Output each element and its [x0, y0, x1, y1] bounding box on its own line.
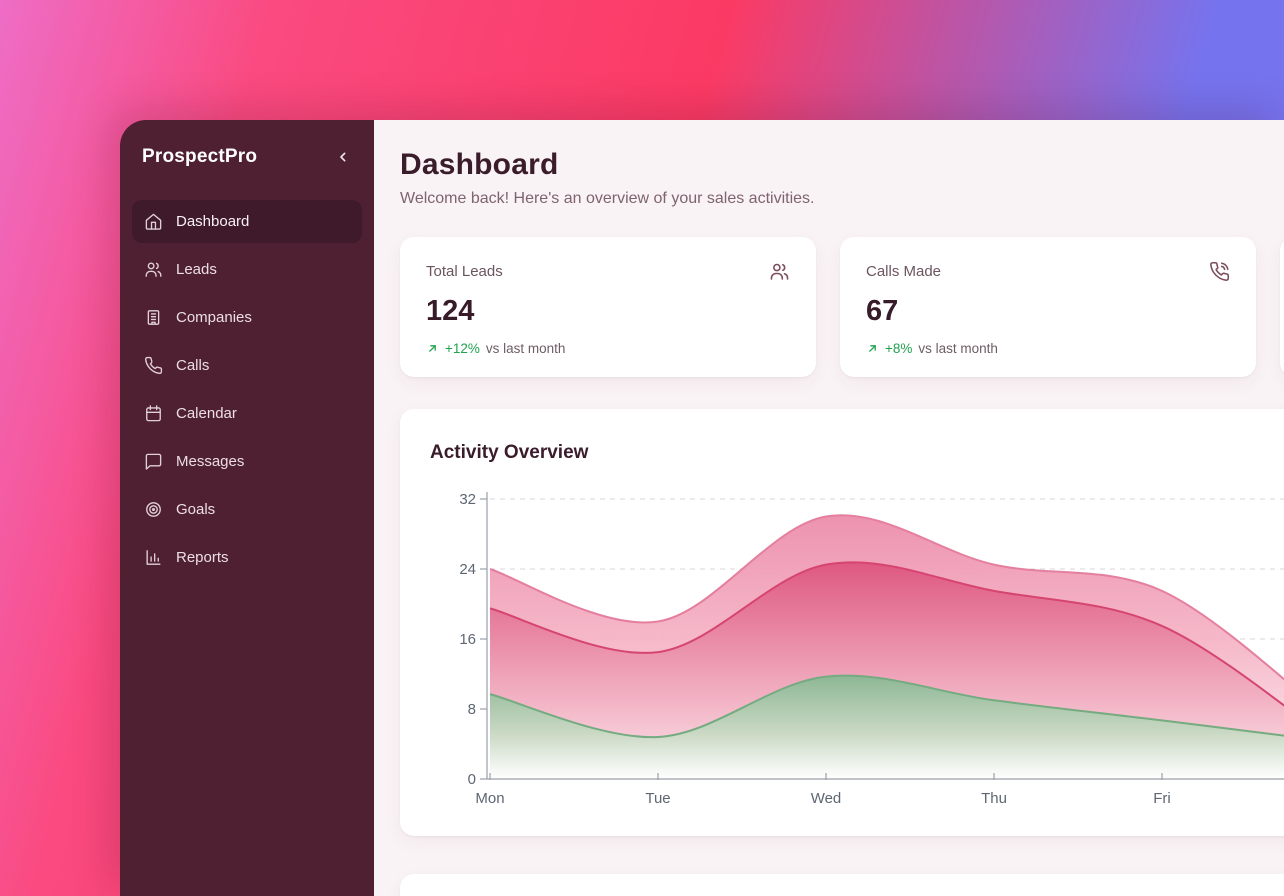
- building-icon: [144, 308, 163, 327]
- sidebar-header: ProspectPro: [132, 146, 362, 168]
- stat-value: 124: [426, 295, 475, 327]
- stat-value: 67: [866, 295, 899, 327]
- stat-card-total-leads: Total Leads 124 +12% vs last month: [400, 237, 816, 377]
- bottom-card-clipped: [400, 874, 1284, 896]
- sidebar-item-label: Goals: [176, 501, 216, 518]
- phone-call-icon: [1209, 261, 1230, 287]
- sidebar-item-calendar[interactable]: Calendar: [132, 392, 362, 435]
- svg-text:32: 32: [459, 491, 476, 508]
- chevron-left-icon: [335, 149, 351, 165]
- sidebar-item-leads[interactable]: Leads: [132, 248, 362, 291]
- svg-text:16: 16: [459, 631, 476, 648]
- sidebar-item-label: Leads: [176, 261, 217, 278]
- stat-trend: +12% vs last month: [426, 341, 790, 356]
- sidebar-item-label: Companies: [176, 309, 252, 326]
- bar-chart-icon: [144, 548, 163, 567]
- sidebar-item-label: Calendar: [176, 405, 237, 422]
- sidebar-item-reports[interactable]: Reports: [132, 536, 362, 579]
- stat-card-calls-made: Calls Made 67 +8% vs last month: [840, 237, 1256, 377]
- sidebar-item-label: Calls: [176, 357, 210, 374]
- sidebar-item-label: Reports: [176, 549, 229, 566]
- sidebar-nav: Dashboard Leads Companies Calls: [132, 200, 362, 584]
- stat-trend: +8% vs last month: [866, 341, 1230, 356]
- svg-text:Wed: Wed: [811, 790, 842, 807]
- app-window: ProspectPro Dashboard Leads: [120, 120, 1284, 896]
- trend-note: vs last month: [918, 341, 998, 356]
- sidebar-item-label: Messages: [176, 453, 245, 470]
- home-icon: [144, 212, 163, 231]
- stat-label: Total Leads: [426, 263, 503, 280]
- trend-note: vs last month: [485, 341, 566, 356]
- sidebar-collapse-button[interactable]: [332, 146, 354, 168]
- trend-up-icon: [426, 342, 439, 355]
- svg-text:0: 0: [468, 771, 476, 788]
- sidebar-item-label: Dashboard: [176, 213, 250, 230]
- sidebar-item-companies[interactable]: Companies: [132, 296, 362, 339]
- chart-title: Activity Overview: [430, 442, 589, 463]
- activity-overview-card: Activity Overview 0 8 16 24 32 Mon Tue Wed Thu Fr…: [400, 409, 1284, 836]
- activity-overview-chart: 0 8 16 24 32 Mon Tue Wed Thu Fri: [459, 491, 1284, 807]
- svg-text:8: 8: [468, 701, 476, 718]
- sidebar-item-goals[interactable]: Goals: [132, 488, 362, 531]
- stat-card-clipped: [1280, 237, 1284, 377]
- stats-row: Total Leads 124 +12% vs last month: [400, 237, 1284, 377]
- svg-text:Tue: Tue: [645, 790, 670, 807]
- phone-icon: [144, 356, 163, 375]
- stat-label: Calls Made: [866, 263, 942, 280]
- sidebar-item-messages[interactable]: Messages: [132, 440, 362, 483]
- page-title: Dashboard: [400, 148, 559, 181]
- sidebar-item-dashboard[interactable]: Dashboard: [132, 200, 362, 243]
- target-icon: [144, 500, 163, 519]
- svg-text:Mon: Mon: [475, 790, 504, 807]
- trend-percent: +12%: [445, 341, 480, 356]
- app-logo-text: ProspectPro: [142, 146, 258, 167]
- svg-text:Thu: Thu: [981, 790, 1007, 807]
- sidebar-item-calls[interactable]: Calls: [132, 344, 362, 387]
- users-icon: [144, 260, 163, 279]
- trend-percent: +8%: [885, 341, 913, 356]
- message-square-icon: [144, 452, 163, 471]
- svg-text:Fri: Fri: [1153, 790, 1171, 807]
- users-icon: [769, 261, 790, 287]
- sidebar: ProspectPro Dashboard Leads: [120, 120, 374, 896]
- calendar-icon: [144, 404, 163, 423]
- trend-up-icon: [866, 342, 879, 355]
- svg-text:24: 24: [459, 561, 476, 578]
- page-subtitle: Welcome back! Here's an overview of your…: [400, 190, 815, 207]
- main-content: Dashboard Welcome back! Here's an overvi…: [374, 120, 1284, 896]
